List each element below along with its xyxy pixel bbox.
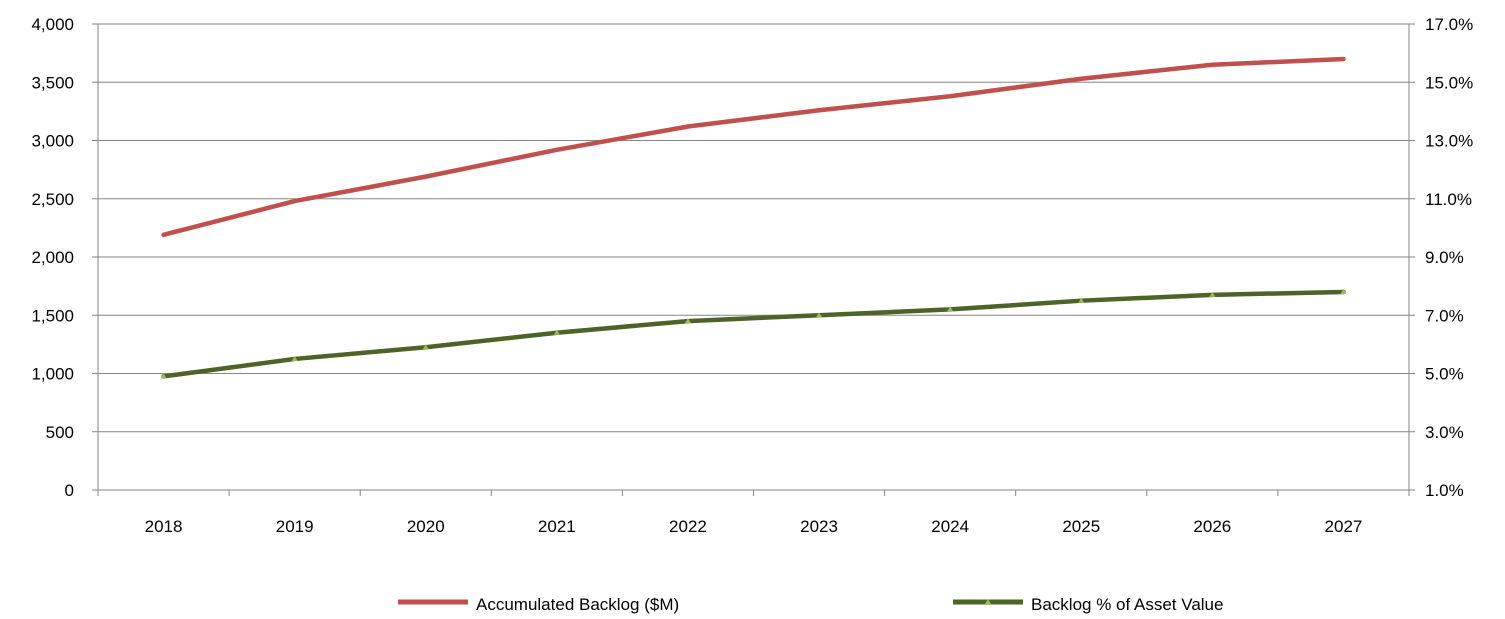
series-line-0 bbox=[161, 56, 1346, 238]
data-point-marker bbox=[291, 355, 298, 361]
data-point-marker bbox=[816, 312, 823, 318]
left-axis-tick-label: 3,000 bbox=[31, 132, 74, 151]
axes: 0 500 1,000 1,500 2,000 2,500 3,000 3,500 4,000 1… bbox=[31, 15, 1473, 536]
x-axis-tick-label: 2021 bbox=[538, 517, 576, 536]
data-point-marker bbox=[553, 329, 560, 335]
data-point-marker bbox=[1340, 288, 1347, 294]
x-axis-tick-label: 2019 bbox=[276, 517, 314, 536]
x-axis-tick-label: 2025 bbox=[1062, 517, 1100, 536]
left-axis-tick-label: 0 bbox=[65, 481, 74, 500]
x-axis-tick-label: 2023 bbox=[800, 517, 838, 536]
right-axis-tick-label: 5.0% bbox=[1425, 365, 1464, 384]
data-point-marker bbox=[1078, 297, 1085, 303]
legend-label: Accumulated Backlog ($M) bbox=[476, 595, 679, 614]
legend-label: Backlog % of Asset Value bbox=[1031, 595, 1223, 614]
left-axis-tick-label: 2,000 bbox=[31, 248, 74, 267]
right-axis-tick-label: 9.0% bbox=[1425, 248, 1464, 267]
data-point-marker bbox=[684, 318, 691, 324]
data-point-marker bbox=[947, 306, 954, 312]
series bbox=[160, 56, 1347, 379]
left-axis-tick-label: 2,500 bbox=[31, 190, 74, 209]
right-axis-tick-label: 11.0% bbox=[1425, 190, 1472, 209]
left-axis-tick-label: 1,000 bbox=[31, 365, 74, 384]
data-point-marker bbox=[160, 373, 167, 379]
x-axis-tick-label: 2026 bbox=[1193, 517, 1231, 536]
left-axis-tick-label: 4,000 bbox=[31, 15, 74, 34]
right-axis-tick-label: 1.0% bbox=[1425, 481, 1464, 500]
data-point-marker bbox=[1209, 291, 1216, 297]
left-axis-tick-label: 500 bbox=[46, 423, 74, 442]
gridlines bbox=[98, 23, 1409, 491]
x-axis-tick-label: 2027 bbox=[1325, 517, 1363, 536]
right-axis-tick-label: 7.0% bbox=[1425, 306, 1464, 325]
right-axis-tick-label: 17.0% bbox=[1425, 15, 1473, 34]
left-axis-tick-label: 1,500 bbox=[31, 306, 74, 325]
x-axis-tick-label: 2022 bbox=[669, 517, 707, 536]
x-axis-tick-label: 2024 bbox=[931, 517, 969, 536]
series-line-1 bbox=[161, 289, 1346, 379]
data-point-marker bbox=[422, 344, 429, 350]
x-axis-tick-label: 2020 bbox=[407, 517, 445, 536]
x-axis-tick-label: 2018 bbox=[145, 517, 183, 536]
right-axis-tick-label: 15.0% bbox=[1425, 73, 1473, 92]
legend-marker bbox=[985, 599, 991, 604]
right-axis-tick-label: 3.0% bbox=[1425, 423, 1464, 442]
left-axis-tick-label: 3,500 bbox=[31, 73, 74, 92]
right-axis-tick-label: 13.0% bbox=[1425, 132, 1473, 151]
legend: Accumulated Backlog ($M) Backlog % of Ass… bbox=[398, 595, 1223, 614]
